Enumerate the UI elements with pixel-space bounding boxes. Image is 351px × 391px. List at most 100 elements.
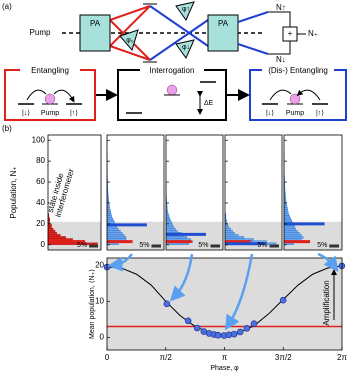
y-tick-label: 10	[95, 296, 104, 305]
data-point	[163, 300, 171, 308]
hist-bar	[283, 219, 292, 222]
stages: Entangling Interrogation (Dis-) Entangli…	[4, 66, 347, 121]
hist-bar	[283, 215, 290, 218]
hist-bar	[224, 227, 231, 231]
hist-bar	[106, 227, 119, 231]
hist-bar	[106, 236, 127, 239]
sum-sign: +	[288, 29, 293, 38]
hist-bar	[283, 217, 291, 220]
scale-label: 5%	[139, 242, 149, 249]
scale-label: 5%	[77, 242, 87, 249]
level-label: |↓⟩	[22, 109, 30, 117]
hist-bar	[283, 204, 288, 208]
y-tick-label: 20	[36, 219, 45, 228]
phase-label: φ↑	[182, 6, 190, 13]
scale-label: 5%	[317, 242, 327, 249]
hist-bar	[165, 227, 176, 231]
hist-bar	[283, 229, 298, 233]
data-point	[236, 328, 244, 336]
hist-bar	[224, 229, 233, 233]
hist-bar	[283, 211, 289, 214]
gap-label: ΔE	[204, 100, 214, 107]
hist-bar	[47, 232, 57, 235]
pa-label: PA	[90, 19, 101, 28]
y-axis-label: Mean population, ⟨N₊⟩	[88, 269, 96, 339]
hist-bar	[224, 225, 229, 229]
data-point	[214, 331, 222, 339]
hist-bar	[47, 229, 56, 233]
hist-bar	[165, 219, 171, 222]
panel-frame	[106, 134, 165, 251]
panel-label: (b)	[2, 124, 12, 133]
y-axis-label: Population, N₊	[9, 166, 18, 218]
panel-frame	[283, 134, 343, 251]
hist-bar	[106, 229, 121, 233]
phase-label: φ₀	[126, 37, 134, 44]
hist-bar	[47, 227, 54, 231]
hist-bar	[283, 213, 289, 216]
data-point	[230, 330, 238, 338]
x-tick-label: 3π/2	[275, 353, 292, 362]
data-point	[250, 320, 258, 327]
hist-bar	[283, 234, 302, 237]
y-tick-label: 100	[32, 135, 46, 144]
interferometer: (a) Pump PA PA φ↑ φ₀ φ↓ + N↑ N↓ N₊	[2, 1, 318, 64]
level-label: Pump	[41, 110, 59, 117]
hist-bar	[224, 234, 239, 237]
hist-bar	[106, 215, 112, 218]
hist-bar	[283, 206, 288, 210]
level-label: |↑⟩	[70, 109, 78, 117]
scale-label: 5%	[198, 242, 208, 249]
pa-label: PA	[218, 19, 229, 28]
annotation: Amplification	[322, 280, 331, 325]
hist-bar	[165, 236, 188, 239]
hist-bar	[165, 225, 174, 229]
hist-bar	[283, 209, 289, 212]
output-label: N↑	[276, 3, 286, 12]
hist-bar	[106, 213, 112, 216]
hist-bar	[165, 215, 170, 218]
output-label: N↓	[276, 55, 286, 64]
data-point	[193, 324, 201, 332]
data-point	[243, 325, 251, 332]
hist-bar	[47, 225, 52, 229]
panel-frame	[224, 134, 283, 251]
level-label: Pump	[286, 110, 304, 117]
hist-bar	[224, 232, 235, 235]
hist-bar	[106, 234, 125, 237]
y-tick-label: 60	[36, 177, 45, 186]
panel-label: (a)	[2, 2, 12, 11]
plot-frame	[106, 257, 343, 351]
hist-bar	[47, 234, 61, 237]
hist-bar	[106, 211, 111, 214]
hist-bar	[165, 229, 178, 233]
hist-bar	[106, 219, 114, 222]
stage-title: (Dis-) Entangling	[268, 66, 328, 75]
hist-bar	[165, 217, 170, 220]
hist-bar	[106, 232, 123, 235]
data-point	[184, 317, 192, 325]
stage-title: Interrogation	[150, 66, 195, 75]
y-tick-label: 0	[41, 240, 46, 249]
y-tick-label: 0	[100, 332, 105, 341]
scale-label: 5%	[257, 242, 267, 249]
hist-bar	[283, 236, 304, 239]
hist-bar	[283, 225, 295, 229]
hist-bar	[224, 236, 245, 239]
x-tick-label: π/2	[160, 353, 173, 362]
x-tick-label: π	[222, 353, 228, 362]
y-tick-label: 20	[95, 260, 104, 269]
x-tick-label: 0	[105, 353, 110, 362]
y-tick-label: 40	[36, 198, 45, 207]
phase-label: φ↓	[182, 44, 190, 51]
x-tick-label: 2π	[337, 353, 347, 362]
pump-label: Pump	[30, 28, 51, 37]
hist-bar	[47, 236, 66, 239]
panel-frame	[47, 134, 102, 251]
y-tick-label: 80	[36, 156, 45, 165]
stage-title: Entangling	[31, 66, 69, 75]
data-point	[279, 296, 287, 304]
hist-bar	[106, 217, 113, 220]
